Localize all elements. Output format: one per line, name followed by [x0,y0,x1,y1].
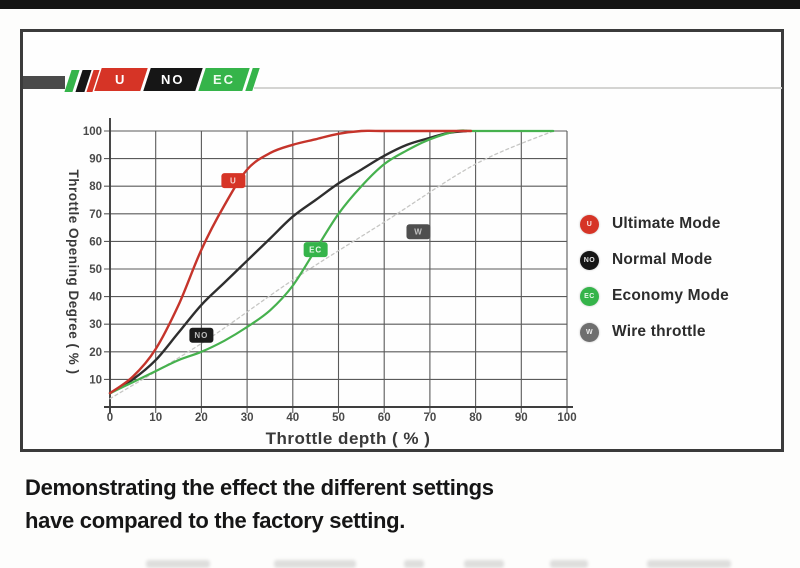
legend-dot-letter: W [585,328,594,336]
curve-badge-u [221,173,246,189]
cutoff-smudge [464,560,504,568]
legend-dot-icon: U [580,214,599,234]
x-tick-label: 60 [378,412,391,424]
y-tick-label: 10 [89,374,102,386]
curve-badge-label: EC [309,246,322,255]
y-axis-label: Throttle Opening Degree ( % ) [66,169,81,374]
legend-dot-icon: W [580,322,599,342]
legend-item-economy-mode: EC Economy Mode [580,278,729,314]
curve-badge-label: W [414,228,423,237]
cutoff-smudge [404,560,424,568]
legend-dot-letter: U [586,220,593,228]
logo-leading-bar [23,76,65,89]
legend-item-wire-throttle: W Wire throttle [580,314,729,350]
curve-badge-ec [303,242,328,258]
curve-normal-mode [108,129,468,395]
legend-dot-letter: NO [583,256,596,264]
legend-label: Ultimate Mode [612,215,721,232]
curve-badge-label: NO [194,331,208,340]
legend-dot-icon: EC [580,286,599,306]
x-tick-label: 70 [424,412,437,424]
x-tick-label: 0 [107,412,113,424]
curve-badge-no [189,327,214,343]
y-tick-label: 70 [89,209,102,221]
logo-rule-line [254,87,782,89]
y-tick-label: 80 [89,181,102,193]
x-axis-label: Throttle depth ( % ) [266,429,431,448]
legend-item-ultimate-mode: U Ultimate Mode [580,206,729,242]
cutoff-smudge [274,560,356,568]
legend-label: Economy Mode [612,287,729,304]
y-tick-label: 30 [89,319,102,331]
legend-item-normal-mode: NO Normal Mode [580,242,729,278]
y-tick-label: 60 [89,236,102,248]
x-tick-label: 50 [332,412,345,424]
y-tick-label: 90 [89,154,102,166]
x-tick-label: 80 [469,412,482,424]
x-tick-label: 20 [195,412,208,424]
caption: Demonstrating the effect the different s… [25,471,494,537]
x-tick-label: 40 [286,412,299,424]
caption-line-1: Demonstrating the effect the different s… [25,475,494,500]
y-tick-label: 40 [89,292,102,304]
y-tick-label: 100 [83,126,102,138]
curve-ultimate-mode [108,129,473,395]
cutoff-smudge [146,560,210,568]
x-tick-label: 30 [241,412,254,424]
curve-economy-mode [108,129,555,395]
legend-label: Normal Mode [612,251,713,268]
cutoff-smudge [647,560,731,568]
legend-label: Wire throttle [612,323,706,340]
chart-legend: U Ultimate Mode NO Normal Mode EC Economy Mod… [580,206,729,350]
x-tick-label: 100 [557,412,576,424]
x-tick-label: 10 [149,412,162,424]
x-tick-label: 90 [515,412,528,424]
curve-badge-label: U [230,177,237,186]
y-tick-label: 50 [89,264,102,276]
legend-dot-icon: NO [580,250,599,270]
top-black-bar [0,0,800,9]
cutoff-smudge [550,560,588,568]
y-tick-label: 20 [89,347,102,359]
legend-dot-letter: EC [584,292,595,300]
curve-badge-w [406,224,431,240]
curve-wire-throttle [109,130,554,400]
caption-line-2: have compared to the factory setting. [25,508,406,533]
figure-frame [20,29,784,452]
